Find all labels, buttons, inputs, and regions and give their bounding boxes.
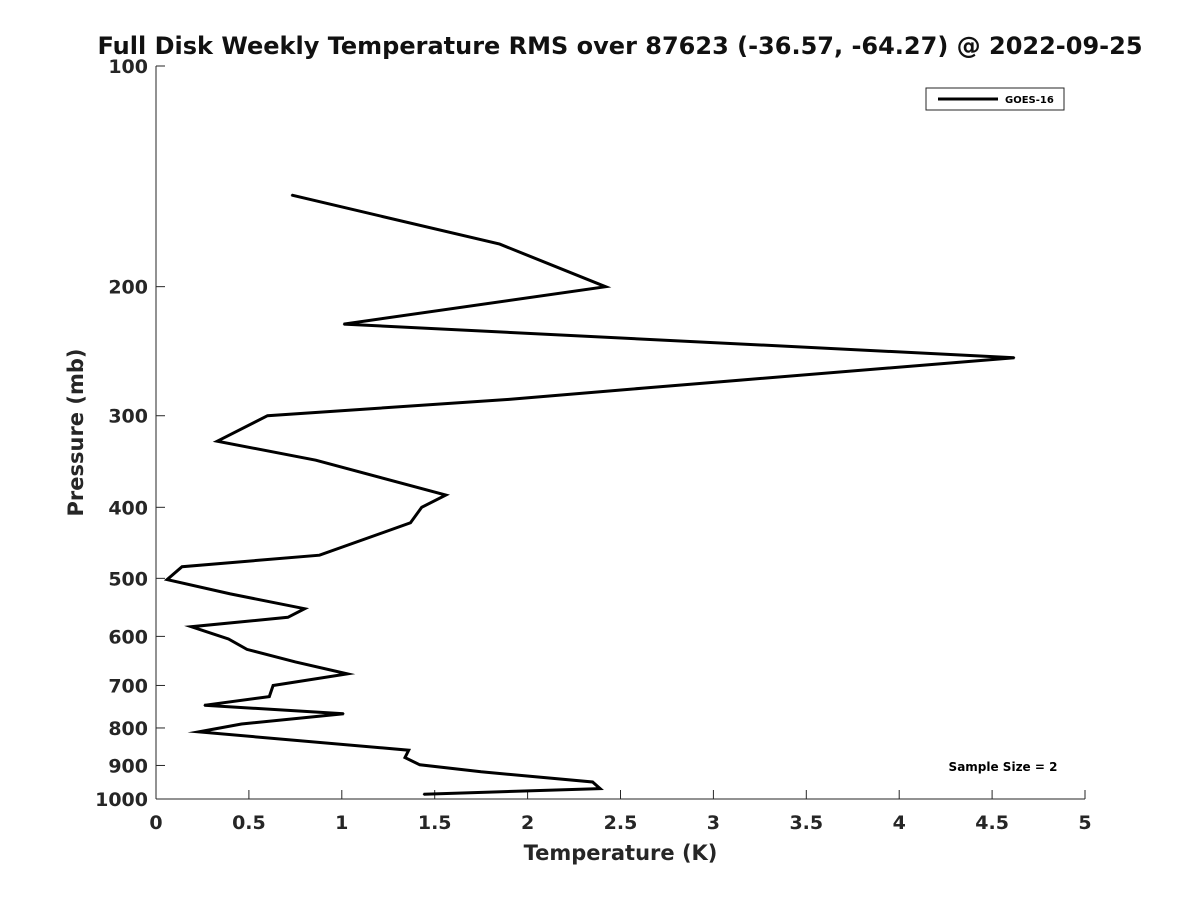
y-tick-label: 500 [108, 568, 148, 590]
data-point [246, 648, 248, 651]
x-ticks: 0 0.5 1 1.5 2 2.5 3 3.5 4 4.5 5 [149, 790, 1092, 834]
data-point [166, 578, 168, 581]
y-ticks: 100 200 300 400 500 600 700 800 900 1000 [95, 56, 165, 811]
data-point [407, 749, 410, 751]
data-point [342, 323, 345, 325]
data-point [1013, 356, 1016, 359]
data-point [643, 387, 646, 389]
data-point [190, 625, 193, 628]
data-point [203, 704, 206, 707]
data-point [287, 616, 289, 619]
data-point [315, 459, 317, 462]
x-tick-label: 4 [893, 812, 906, 834]
data-point [419, 764, 421, 766]
data-point [420, 506, 423, 509]
data-point [272, 684, 274, 687]
data-point [599, 787, 601, 790]
chart-title: Full Disk Weekly Temperature RMS over 87… [97, 32, 1142, 60]
x-axis-label: Temperature (K) [524, 841, 718, 865]
sample-size-annotation: Sample Size = 2 [949, 760, 1058, 774]
data-point [445, 494, 447, 496]
data-point [480, 771, 482, 773]
y-tick-label: 100 [108, 56, 148, 78]
y-tick-label: 800 [108, 718, 148, 740]
data-point [197, 731, 200, 733]
y-tick-label: 400 [108, 497, 148, 519]
y-tick-label: 700 [108, 675, 148, 697]
x-tick-label: 2.5 [604, 812, 638, 834]
data-point [266, 414, 269, 417]
x-tick-label: 2 [521, 812, 534, 834]
data-point [508, 398, 510, 401]
y-tick-label: 600 [108, 626, 148, 648]
legend: GOES-16 [925, 87, 1065, 111]
data-point [229, 593, 232, 595]
data-point [268, 695, 271, 698]
x-tick-label: 1 [335, 812, 348, 834]
data-point [346, 673, 349, 675]
data-point [342, 712, 345, 715]
x-tick-label: 0.5 [232, 812, 266, 834]
y-tick-label: 900 [108, 755, 148, 777]
x-tick-label: 3 [707, 812, 720, 834]
data-point [422, 793, 425, 795]
data-point [240, 723, 243, 725]
x-tick-label: 5 [1078, 812, 1091, 834]
data-point [294, 661, 297, 663]
data-point [409, 522, 412, 524]
data-point [498, 243, 501, 245]
series-layer [163, 193, 1016, 796]
data-point [318, 554, 321, 556]
data-point [604, 285, 607, 288]
x-tick-label: 4.5 [975, 812, 1009, 834]
data-point [216, 440, 219, 443]
legend-label-goes-16: GOES-16 [1005, 95, 1054, 106]
data-point [591, 781, 594, 783]
y-axis-label: Pressure (mb) [64, 349, 88, 517]
x-tick-label: 0 [149, 812, 162, 834]
data-point [181, 565, 183, 568]
y-tick-label: 300 [108, 406, 148, 428]
x-tick-label: 3.5 [789, 812, 823, 834]
data-point [290, 194, 293, 196]
data-point [303, 607, 306, 610]
data-point [404, 756, 406, 759]
y-tick-label: 200 [108, 277, 148, 299]
x-tick-label: 1.5 [418, 812, 452, 834]
data-point [227, 638, 230, 640]
y-tick-label: 1000 [95, 789, 148, 811]
